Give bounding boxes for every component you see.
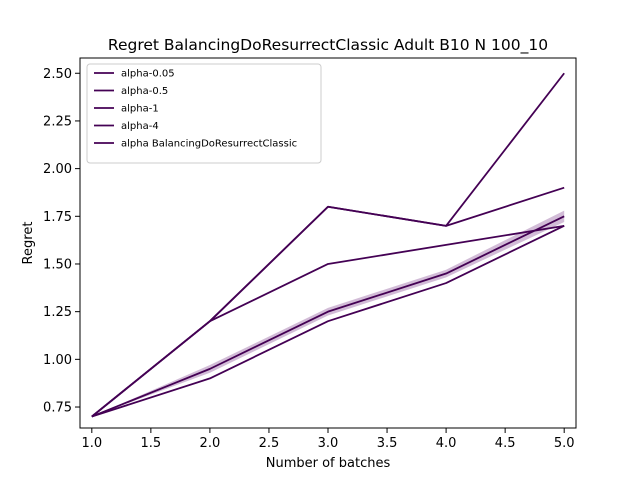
x-tick-label: 2.0 — [200, 436, 221, 451]
x-tick-label: 3.0 — [318, 436, 339, 451]
y-axis: 0.75 1.00 1.25 1.50 1.75 2.00 2.25 2.50 — [43, 67, 80, 416]
confidence-band-4 — [91, 210, 565, 417]
legend-label-2: alpha-1 — [121, 104, 159, 115]
y-axis-label: Regret — [21, 222, 36, 265]
series-line-2 — [91, 224, 565, 418]
legend: alpha-0.05 alpha-0.5 alpha-1 alpha-4 alpha B… — [86, 63, 322, 164]
x-tick-label: 3.5 — [377, 436, 398, 451]
legend-box — [86, 63, 322, 164]
x-tick-label: 2.5 — [259, 436, 280, 451]
y-tick-label: 1.00 — [43, 353, 72, 368]
x-tick-label: 1.5 — [141, 436, 162, 451]
x-tick-label: 4.0 — [436, 436, 457, 451]
y-tick-label: 1.25 — [43, 305, 72, 320]
y-tick-label: 1.50 — [43, 257, 72, 272]
series-line-3 — [91, 225, 565, 418]
series-line-4 — [91, 215, 565, 418]
y-tick-label: 1.75 — [43, 210, 72, 225]
legend-label-1: alpha-0.5 — [121, 86, 168, 97]
y-tick-label: 2.50 — [43, 67, 72, 82]
x-tick-label: 1.0 — [81, 436, 102, 451]
y-tick-label: 2.00 — [43, 162, 72, 177]
legend-label-3: alpha-4 — [121, 121, 159, 132]
x-axis: 1.0 1.5 2.0 2.5 3.0 3.5 4.0 4.5 5.0 — [81, 428, 575, 451]
chart-title: Regret BalancingDoResurrectClassic Adult… — [108, 36, 548, 55]
legend-label-4: alpha BalancingDoResurrectClassic — [121, 139, 297, 150]
x-tick-label: 5.0 — [554, 436, 575, 451]
x-axis-label: Number of batches — [266, 456, 391, 471]
y-tick-label: 2.25 — [43, 114, 72, 129]
legend-label-0: alpha-0.05 — [121, 69, 175, 80]
x-tick-label: 4.5 — [495, 436, 516, 451]
y-tick-label: 0.75 — [43, 401, 72, 416]
